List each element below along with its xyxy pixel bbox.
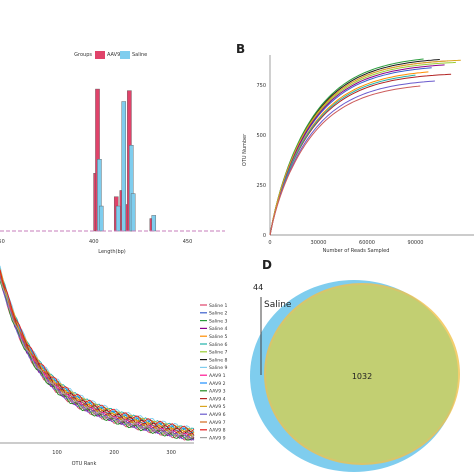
rank-legend-label-7: Saline 8 <box>209 357 227 363</box>
rank-curve-16 <box>0 269 195 432</box>
rank-x-ticks: 100 200 300 <box>52 450 176 456</box>
rank-legend-label-2: Saline 3 <box>209 318 227 324</box>
rank-legend-label-17: AAV9 9 <box>209 435 226 441</box>
histogram-x-tick-450: 450 <box>183 239 193 245</box>
histogram-legend: Groups AAV9 Saline <box>74 51 147 59</box>
rank-abundance-curves <box>0 265 195 441</box>
rarefaction-x-tick-60000: 60000 <box>359 240 375 246</box>
legend-title: Groups <box>74 52 92 58</box>
rarefaction-curve-11 <box>269 85 421 236</box>
venn-set-label: Saline <box>264 300 292 310</box>
panel-d-letter: D <box>262 258 272 272</box>
histogram-x-tick-350: 350 <box>0 239 5 245</box>
rarefaction-y-tick-500: 500 <box>256 133 266 139</box>
rarefaction-x-tick-90000: 90000 <box>408 240 424 246</box>
rank-legend-label-10: AAV9 2 <box>209 381 226 387</box>
rank-legend-label-9: AAV9 1 <box>209 373 226 379</box>
rarefaction-curve-8 <box>269 64 445 236</box>
rarefaction-y-label: OTU Number <box>242 133 248 166</box>
rank-legend-label-12: AAV9 4 <box>209 396 226 402</box>
rank-legend-label-3: Saline 4 <box>209 326 227 332</box>
rarefaction-curve-7 <box>269 74 416 236</box>
histogram-panel: Groups AAV9 Saline 350 400 450 Length(bp) <box>0 51 225 255</box>
venn-panel: D 44 Saline 1032 <box>250 258 460 472</box>
venn-intersection-count: 1032 <box>352 372 372 381</box>
rarefaction-y-tick-0: 0 <box>263 233 266 239</box>
rank-curve-3 <box>0 277 195 441</box>
rarefaction-y-tick-750: 750 <box>256 83 266 89</box>
histogram-x-tick-400: 400 <box>89 239 99 245</box>
bar-saline-6 <box>151 215 157 232</box>
rarefaction-curves <box>269 58 461 236</box>
venn-intersection <box>266 285 458 463</box>
legend-label-aav9: AAV9 <box>107 52 120 58</box>
rank-legend-label-5: Saline 6 <box>209 342 227 348</box>
rank-x-tick-100: 100 <box>52 450 62 456</box>
rarefaction-x-tick-30000: 30000 <box>311 240 327 246</box>
rarefaction-y-tick-250: 250 <box>256 183 266 189</box>
rarefaction-curve-9 <box>269 80 435 236</box>
rank-legend-label-8: Saline 9 <box>209 365 227 371</box>
venn-unique-count: 44 <box>253 283 263 292</box>
rank-x-tick-300: 300 <box>166 450 176 456</box>
rank-legend-label-13: AAV9 5 <box>209 404 226 410</box>
rank-curve-15 <box>0 271 195 437</box>
rarefaction-curve-10 <box>269 59 461 236</box>
rarefaction-x-tick-0: 0 <box>268 240 271 246</box>
rank-legend-label-1: Saline 2 <box>209 311 227 317</box>
rarefaction-curve-2 <box>269 58 424 236</box>
rank-legend-label-0: Saline 1 <box>209 303 227 309</box>
rank-curve-17 <box>0 278 195 440</box>
rank-legend-label-15: AAV9 7 <box>209 420 226 426</box>
rank-legend-label-4: Saline 5 <box>209 334 227 340</box>
rank-curve-14 <box>0 275 195 441</box>
legend-swatch-aav9 <box>95 51 105 59</box>
rank-x-tick-200: 200 <box>109 450 119 456</box>
panel-b-letter: B <box>236 42 245 56</box>
legend-swatch-saline <box>120 51 130 59</box>
rarefaction-x-label: Number of Reads Sampled <box>323 248 390 254</box>
bar-saline-2 <box>115 205 121 232</box>
histogram-x-ticks: 350 400 450 <box>0 239 192 245</box>
rank-legend-label-11: AAV9 3 <box>209 389 226 395</box>
rank-x-label: OTU Rank <box>72 461 97 467</box>
bar-saline-1 <box>98 205 104 232</box>
rank-legend-label-16: AAV9 8 <box>209 428 226 434</box>
rarefaction-ticks: 0 250 500 750 0 30000 60000 90000 <box>256 83 423 246</box>
bar-saline-5 <box>130 193 136 232</box>
bar-saline-3 <box>121 101 127 232</box>
rank-legend-label-14: AAV9 6 <box>209 412 226 418</box>
legend-label-saline: Saline <box>132 52 147 58</box>
rank-legend-label-6: Saline 7 <box>209 350 227 356</box>
histogram-x-label: Length(bp) <box>98 249 126 255</box>
histogram-bars <box>93 88 157 232</box>
